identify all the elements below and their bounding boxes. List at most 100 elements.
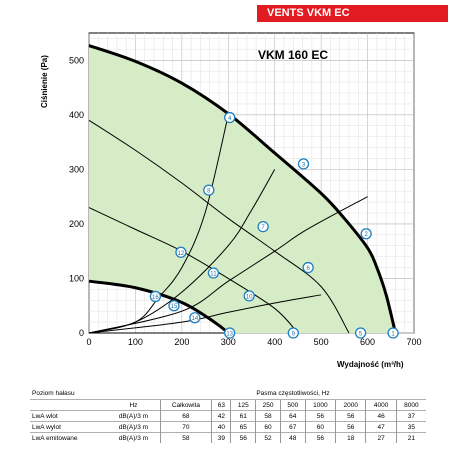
noise-row-unit: dB(A)/3 m xyxy=(107,410,161,422)
marker-circle xyxy=(354,327,367,339)
marker-circle xyxy=(203,184,215,196)
x-tick-label: 300 xyxy=(221,337,236,347)
noise-row-unit: dB(A)/3 m xyxy=(107,432,161,443)
noise-value: 27 xyxy=(365,432,397,443)
system-curve-3 xyxy=(88,196,368,334)
y-tick-label: 0 xyxy=(79,328,84,338)
noise-row-label: LwA emitowane xyxy=(30,432,108,443)
marker-label: 4 xyxy=(228,116,232,122)
x-tick-label: 0 xyxy=(86,337,91,347)
chart-curves xyxy=(88,44,397,335)
marker-circle xyxy=(189,312,201,324)
x-tick-label: 400 xyxy=(267,337,282,347)
y-tick-label: 200 xyxy=(69,219,84,229)
marker-2: 2 xyxy=(360,228,372,240)
y-tick-label: 500 xyxy=(69,55,84,65)
marker-label: 14 xyxy=(192,316,199,322)
marker-circle xyxy=(168,300,180,312)
noise-value: 60 xyxy=(304,421,336,433)
noise-value: 60 xyxy=(255,421,281,433)
brand-banner: VENTS VKM EC xyxy=(257,5,448,22)
x-tick-label: 700 xyxy=(406,337,421,347)
x-tick-label: 100 xyxy=(128,337,143,347)
noise-value: 21 xyxy=(395,432,426,443)
marker-12: 12 xyxy=(175,246,187,258)
marker-label: 11 xyxy=(210,272,217,278)
marker-label: 3 xyxy=(302,162,306,168)
system-curve-4 xyxy=(88,294,322,334)
noise-unit-header: Hz xyxy=(107,399,161,411)
marker-3: 3 xyxy=(297,158,310,170)
marker-10: 10 xyxy=(243,290,255,302)
marker-14: 14 xyxy=(189,312,201,324)
noise-row: LwA wlot dB(A)/3 m 68 42 61 58 64 56 56 46 37 xyxy=(30,410,426,422)
marker-label: 9 xyxy=(292,332,296,338)
marker-circle xyxy=(297,158,310,170)
marker-label: 8 xyxy=(207,189,211,195)
noise-value: 39 xyxy=(211,432,231,443)
chart-axes: 0 100 200 300 400 500 600 700 0 100 200 300 400 500 xyxy=(69,55,422,347)
marker-label: 16 xyxy=(152,295,159,301)
band-header: 125 xyxy=(230,399,256,411)
marker-4: 4 xyxy=(224,111,236,124)
y-tick-label: 300 xyxy=(69,164,84,174)
noise-row-total: 58 xyxy=(159,432,212,443)
marker-7: 7 xyxy=(257,220,269,233)
fan-curve-1 xyxy=(88,44,397,334)
marker-circle xyxy=(243,290,255,302)
noise-value: 58 xyxy=(255,410,281,422)
band-header: 63 xyxy=(211,399,231,411)
speed-curve-1 xyxy=(88,119,350,334)
performance-chart: 0 100 200 300 400 500 600 700 0 100 200 300 400 500 1… xyxy=(69,32,422,347)
fan-curve-2 xyxy=(88,279,230,335)
noise-row: LwA emitowane dB(A)/3 m 58 39 56 52 48 56 18 27 21 xyxy=(30,432,426,443)
noise-value: 52 xyxy=(255,432,281,443)
x-tick-label: 200 xyxy=(174,337,189,347)
noise-band-row: Hz Całkowita 63 125 250 500 1000 2000 4000 8000 xyxy=(30,399,426,411)
noise-value: 56 xyxy=(304,410,336,422)
marker-circle xyxy=(175,246,187,258)
noise-value: 42 xyxy=(211,410,231,422)
noise-value: 56 xyxy=(304,432,336,443)
noise-value: 47 xyxy=(365,421,397,433)
marker-label: 1 xyxy=(391,332,395,338)
marker-circle xyxy=(360,228,372,240)
noise-value: 56 xyxy=(230,432,256,443)
band-header: 1000 xyxy=(304,399,336,411)
band-header: 500 xyxy=(279,399,306,411)
marker-circle xyxy=(207,267,220,279)
noise-value: 64 xyxy=(279,410,306,422)
marker-label: 13 xyxy=(226,332,233,338)
marker-6: 6 xyxy=(302,261,314,274)
noise-value: 37 xyxy=(395,410,426,422)
marker-8: 8 xyxy=(203,184,215,196)
marker-1: 1 xyxy=(387,327,399,339)
band-header: 2000 xyxy=(335,399,366,411)
noise-value: 35 xyxy=(395,421,426,433)
noise-row-unit: dB(A)/3 m xyxy=(107,421,161,433)
noise-value: 56 xyxy=(335,410,366,422)
marker-15: 15 xyxy=(168,300,180,312)
x-tick-label: 600 xyxy=(360,337,375,347)
noise-header-right: Pasma częstotliwości, Hz xyxy=(256,389,330,397)
chart-title: VKM 160 EC xyxy=(258,48,329,62)
noise-value: 46 xyxy=(365,410,397,422)
marker-label: 7 xyxy=(261,225,265,231)
x-axis-label: Wydajność (m³/h) xyxy=(337,360,404,369)
noise-value: 18 xyxy=(335,432,366,443)
marker-circle xyxy=(257,220,269,233)
noise-row-total: 68 xyxy=(159,410,212,422)
marker-circle xyxy=(224,111,236,124)
noise-table: Poziom hałasu Pasma częstotliwości, Hz H… xyxy=(30,387,426,443)
band-header: 8000 xyxy=(395,399,426,411)
marker-5: 5 xyxy=(354,327,367,339)
marker-16: 16 xyxy=(149,290,162,303)
x-tick-label: 500 xyxy=(314,337,329,347)
noise-row: LwA wylot dB(A)/3 m 70 40 65 60 67 60 56 47 35 xyxy=(30,421,426,433)
marker-circle xyxy=(387,327,399,339)
noise-row-total: 70 xyxy=(159,421,212,433)
noise-row-label: LwA wlot xyxy=(30,410,108,422)
marker-13: 13 xyxy=(224,327,236,339)
noise-value: 67 xyxy=(279,421,306,433)
marker-label: 2 xyxy=(365,232,369,238)
